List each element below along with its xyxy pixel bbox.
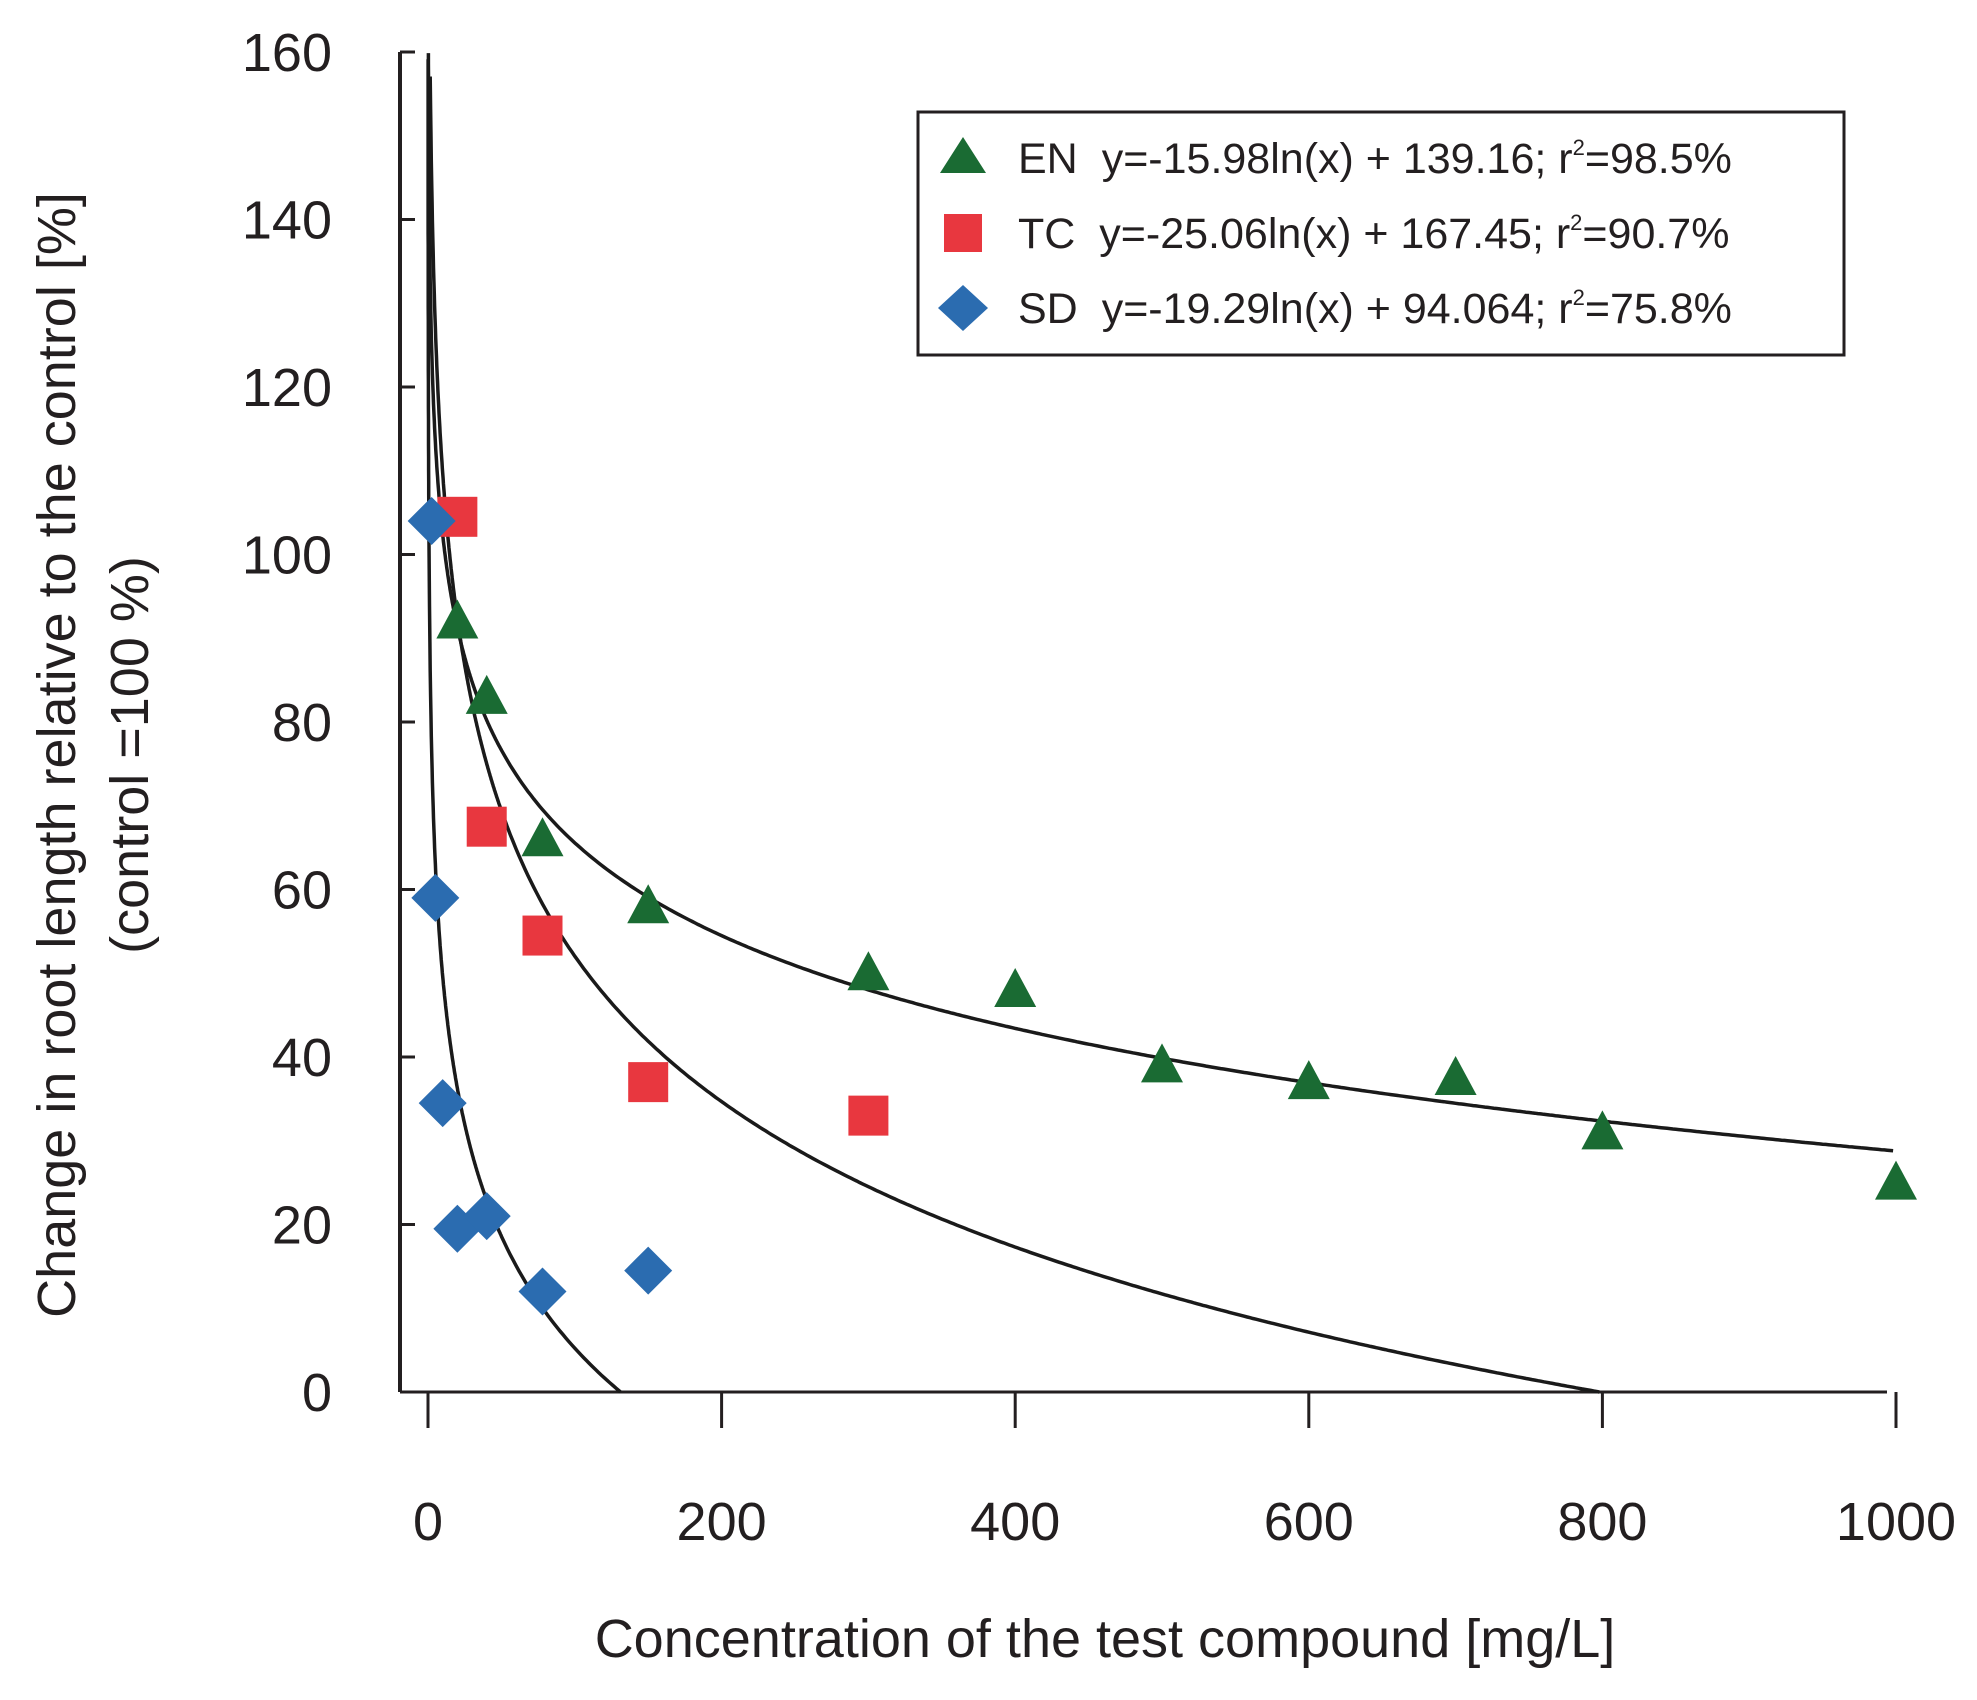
- y-tick-label: 120: [242, 358, 332, 418]
- point-en: [1141, 1043, 1183, 1083]
- legend-r2-en: =98.5%: [1585, 135, 1732, 183]
- point-en: [1581, 1110, 1624, 1150]
- legend-marker-tc: [944, 214, 982, 252]
- legend-equation-en: y=-15.98ln(x) + 139.16; r: [1102, 135, 1573, 183]
- point-en: [627, 884, 670, 924]
- x-tick-label: 800: [1557, 1492, 1647, 1552]
- point-sd: [518, 1267, 567, 1316]
- point-tc: [466, 806, 507, 847]
- point-sd: [418, 1079, 467, 1128]
- y-tick-label: 20: [272, 1196, 332, 1256]
- x-ticks: 0 200 400 600 800 1000: [413, 1392, 1956, 1552]
- x-tick-label: 600: [1264, 1492, 1354, 1552]
- y-tick-label: 40: [272, 1028, 332, 1088]
- legend-name-sd: SD: [1018, 285, 1078, 333]
- x-tick-label: 0: [413, 1492, 443, 1552]
- y-axis-title-line1: Change in root length relative to the co…: [27, 192, 87, 1318]
- legend-box: [916, 110, 1846, 357]
- point-sd: [624, 1246, 673, 1295]
- data-points: [407, 496, 1917, 1316]
- point-en: [521, 817, 564, 857]
- legend-sup-sd: 2: [1573, 285, 1585, 310]
- point-tc: [848, 1095, 889, 1136]
- legend-marker-sd: [938, 285, 988, 331]
- y-tick-label: 0: [302, 1363, 332, 1423]
- fit-curve-sd: [426, 59, 622, 1394]
- point-tc: [628, 1062, 669, 1103]
- x-tick-label: 400: [970, 1492, 1060, 1552]
- y-tick-label: 160: [242, 23, 332, 83]
- legend-name-tc: TC: [1018, 210, 1075, 258]
- fit-curve-tc: [428, 76, 1600, 1394]
- legend-r2-tc: =90.7%: [1582, 210, 1729, 258]
- point-sd: [411, 873, 460, 922]
- legend-name-en: EN: [1018, 135, 1078, 183]
- y-tick-label: 140: [242, 191, 332, 251]
- legend-marker-en: [940, 137, 986, 173]
- y-axis-title-line2: (control =100 %): [100, 556, 160, 954]
- point-en: [847, 951, 890, 991]
- point-sd: [462, 1192, 511, 1241]
- point-en: [994, 968, 1037, 1007]
- y-tick-label: 100: [242, 526, 332, 586]
- legend: EN y=-15.98ln(x) + 139.16; r2=98.5% TC y…: [916, 110, 1846, 357]
- point-en: [1434, 1055, 1477, 1095]
- y-tick-label: 80: [272, 693, 332, 753]
- legend-sup-en: 2: [1573, 135, 1585, 160]
- legend-sup-tc: 2: [1570, 210, 1582, 235]
- point-en: [465, 674, 508, 714]
- point-en: [436, 599, 479, 639]
- legend-entry-en: EN y=-15.98ln(x) + 139.16; r2=98.5%: [1018, 135, 1732, 183]
- fit-curves: [426, 53, 1894, 1394]
- legend-r2-sd: =75.8%: [1585, 285, 1732, 333]
- x-tick-label: 200: [677, 1492, 767, 1552]
- x-tick-label: 1000: [1836, 1492, 1956, 1552]
- point-en: [1287, 1060, 1330, 1100]
- y-ticks: 0 20 40 60 80 100 120 140 160: [242, 23, 415, 1423]
- point-en: [1875, 1160, 1917, 1200]
- y-tick-label: 60: [272, 861, 332, 921]
- x-axis-title: Concentration of the test compound [mg/L…: [595, 1609, 1616, 1669]
- point-tc: [522, 915, 563, 956]
- legend-equation-sd: y=-19.29ln(x) + 94.064; r: [1102, 285, 1573, 333]
- legend-equation-tc: y=-25.06ln(x) + 167.45; r: [1099, 210, 1570, 258]
- point-sd: [407, 497, 456, 545]
- legend-entry-sd: SD y=-19.29ln(x) + 94.064; r2=75.8%: [1018, 285, 1732, 333]
- legend-entry-tc: TC y=-25.06ln(x) + 167.45; r2=90.7%: [1018, 210, 1729, 258]
